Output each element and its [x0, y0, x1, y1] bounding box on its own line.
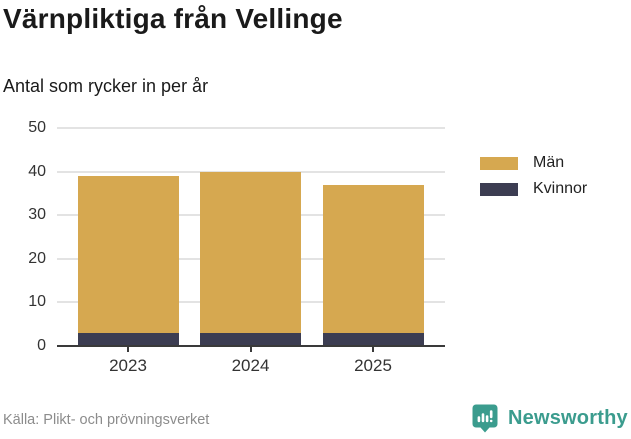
legend-item-män: Män — [480, 150, 587, 176]
chart-subtitle: Antal som rycker in per år — [3, 76, 209, 96]
legend-item-kvinnor: Kvinnor — [480, 176, 587, 202]
newsworthy-logo[interactable]: Newsworthy — [472, 404, 628, 433]
bar-segment-2024-män — [200, 171, 301, 333]
bar-segment-2023-män — [77, 175, 179, 333]
y-axis-label-40: 40 — [28, 162, 46, 180]
y-axis-label-20: 20 — [28, 249, 46, 267]
source-note: Källa: Plikt- och prövningsverket — [3, 412, 210, 428]
gridline-50 — [57, 127, 445, 129]
newsworthy-wordmark: Newsworthy — [508, 407, 628, 429]
x-axis-label-2024: 2024 — [231, 356, 270, 375]
bar-segment-2023-kvinnor — [77, 332, 179, 346]
legend-swatch-kvinnor — [480, 182, 518, 196]
newsworthy-badge-icon — [472, 404, 498, 433]
legend-label-män: Män — [533, 154, 565, 171]
bar-segment-2024-kvinnor — [200, 332, 301, 346]
x-axis-label-2023: 2023 — [109, 356, 147, 375]
y-axis-label-0: 0 — [37, 337, 46, 354]
legend: Män Kvinnor — [480, 150, 587, 202]
bar-segment-2025-kvinnor — [322, 332, 424, 346]
x-axis-line — [57, 345, 445, 347]
x-axis-tick-2024 — [249, 347, 252, 352]
x-axis-label-2025: 2025 — [354, 356, 392, 375]
x-axis-tick-2023 — [127, 347, 129, 352]
bar-segment-2025-män — [322, 184, 424, 333]
y-axis-label-50: 50 — [28, 119, 46, 136]
legend-label-kvinnor: Kvinnor — [533, 180, 588, 197]
y-axis-label-30: 30 — [28, 206, 46, 224]
y-axis-label-10: 10 — [28, 293, 46, 311]
chart-title: Värnpliktiga från Vellinge — [3, 3, 343, 34]
legend-swatch-män — [480, 156, 518, 170]
x-axis-tick-2025 — [372, 347, 374, 352]
